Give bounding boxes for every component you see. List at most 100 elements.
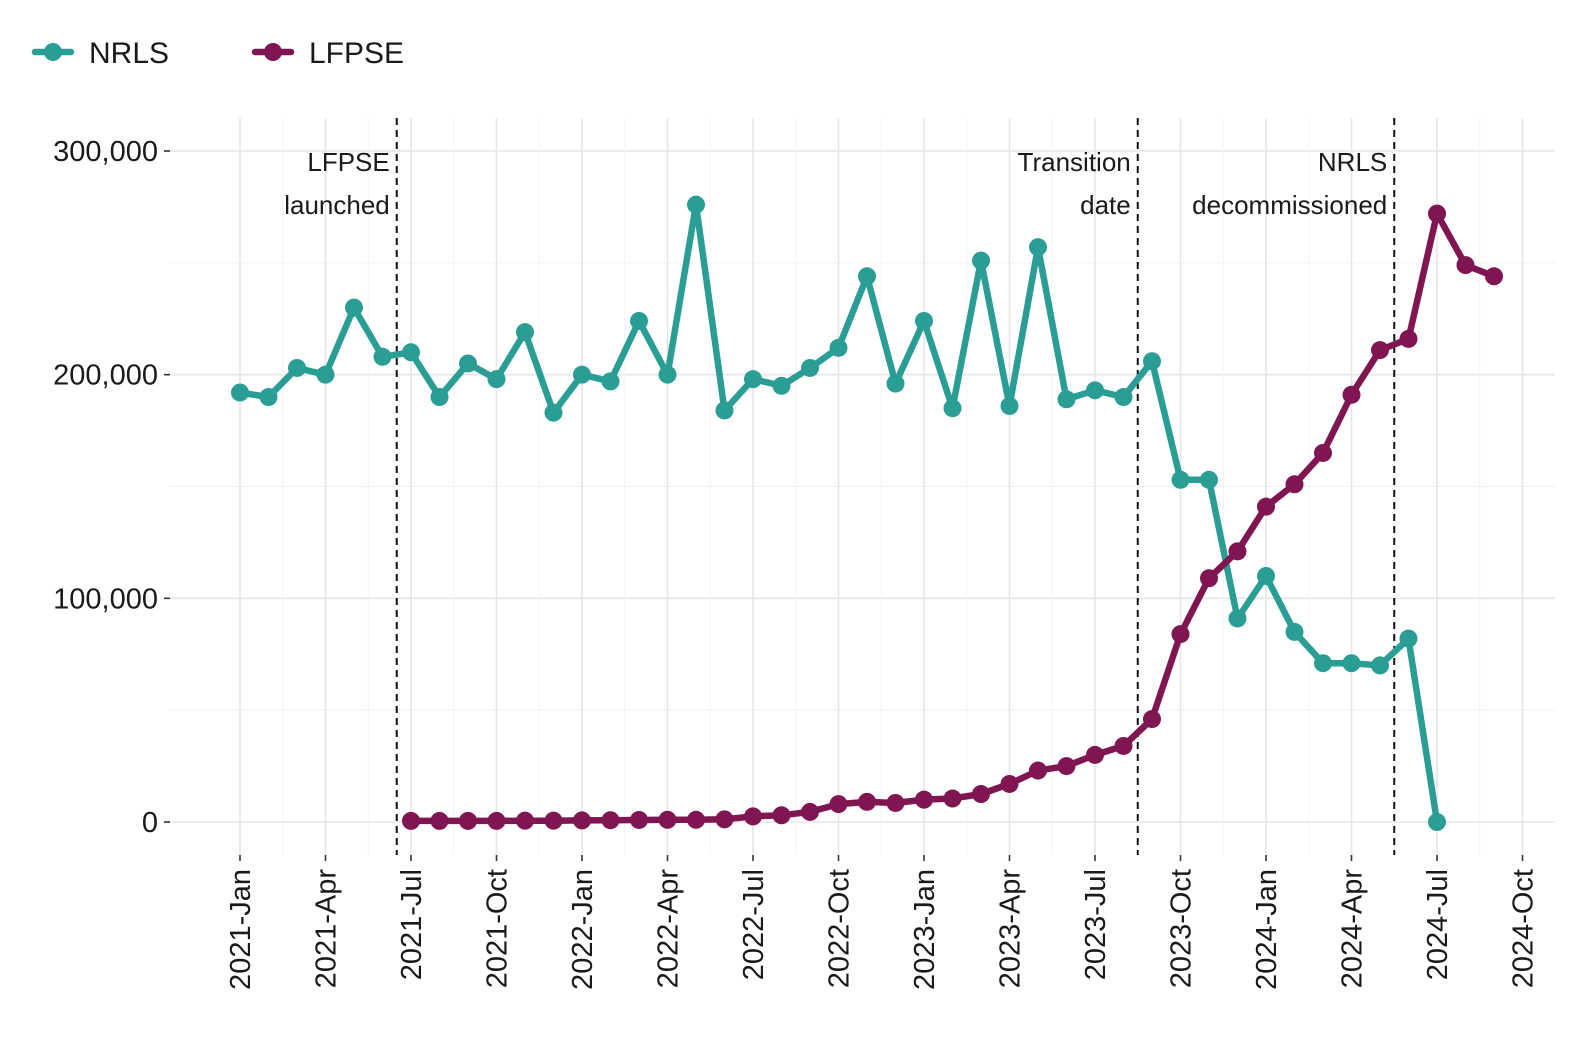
data-point-lfpse	[1000, 774, 1019, 793]
data-point-nrls	[630, 311, 648, 330]
data-point-lfpse	[1200, 569, 1218, 588]
data-point-nrls	[288, 358, 306, 377]
data-point-nrls	[687, 195, 705, 214]
x-tick-label: 2022-Jul	[738, 869, 770, 980]
data-point-nrls	[459, 354, 477, 373]
data-point-nrls	[1143, 352, 1161, 371]
x-tick-label: 2024-Oct	[1508, 869, 1540, 988]
data-point-nrls	[1257, 566, 1275, 585]
y-tick-label: 300,000	[53, 136, 158, 168]
data-point-lfpse	[516, 811, 534, 830]
data-point-nrls	[858, 267, 876, 286]
x-tick-label: 2021-Jul	[396, 869, 428, 980]
data-point-nrls	[259, 388, 278, 407]
annotation-label-launched: launched	[284, 190, 390, 220]
data-point-lfpse	[544, 811, 563, 830]
data-point-lfpse	[772, 806, 791, 825]
data-point-nrls	[943, 399, 962, 418]
data-point-lfpse	[943, 789, 962, 808]
data-point-lfpse	[1399, 329, 1418, 348]
x-tick-label: 2021-Apr	[311, 869, 343, 989]
data-point-lfpse	[573, 811, 591, 830]
y-tick-label: 100,000	[53, 583, 158, 615]
data-point-nrls	[1285, 622, 1304, 641]
data-point-lfpse	[1456, 256, 1475, 275]
data-point-lfpse	[402, 811, 420, 830]
data-point-lfpse	[801, 802, 819, 821]
data-point-lfpse	[430, 811, 449, 830]
data-point-nrls	[1057, 390, 1076, 409]
data-point-lfpse	[1086, 745, 1104, 764]
annotation-label-nrls: NRLS	[1318, 147, 1387, 177]
data-point-lfpse	[715, 810, 734, 829]
y-tick-label: 200,000	[53, 360, 158, 392]
data-point-lfpse	[459, 811, 477, 830]
data-point-lfpse	[687, 810, 705, 829]
annotation-label-date: date	[1080, 190, 1131, 220]
data-point-nrls	[1200, 470, 1218, 489]
data-point-lfpse	[1029, 761, 1047, 780]
data-point-nrls	[972, 251, 990, 270]
data-point-nrls	[744, 370, 762, 389]
data-point-nrls	[1228, 609, 1247, 628]
x-tick-label: 2023-Jan	[909, 869, 941, 990]
data-point-lfpse	[1371, 341, 1389, 360]
data-point-nrls	[1399, 629, 1418, 648]
x-tick-label: 2024-Apr	[1337, 869, 1369, 989]
legend: NRLS LFPSE	[31, 37, 404, 70]
data-point-lfpse	[1285, 475, 1304, 494]
data-point-nrls	[772, 376, 791, 395]
x-tick-label: 2023-Apr	[995, 869, 1027, 989]
data-point-nrls	[1029, 238, 1047, 257]
annotations: LFPSE launched Transition date NRLS decommiss…	[284, 147, 1387, 220]
data-point-lfpse	[1228, 542, 1247, 561]
data-point-nrls	[345, 298, 363, 317]
data-point-lfpse	[1314, 443, 1332, 462]
data-point-nrls	[487, 370, 506, 389]
data-point-nrls	[316, 365, 335, 384]
data-point-lfpse	[915, 790, 933, 809]
x-tick-label: 2024-Jan	[1251, 869, 1283, 990]
x-tick-label: 2021-Jan	[225, 869, 257, 990]
data-point-lfpse	[858, 792, 876, 811]
data-point-nrls	[231, 383, 249, 402]
data-point-nrls	[1371, 656, 1389, 675]
data-point-nrls	[886, 374, 905, 393]
data-point-lfpse	[601, 811, 620, 830]
data-point-nrls	[544, 403, 563, 422]
data-point-lfpse	[886, 793, 905, 812]
data-point-nrls	[1314, 654, 1332, 673]
x-tick-label: 2021-Oct	[482, 869, 514, 988]
data-point-lfpse	[1342, 385, 1361, 404]
data-point-nrls	[1000, 396, 1019, 415]
data-point-nrls	[829, 338, 848, 357]
x-tick-label: 2023-Jul	[1080, 869, 1112, 980]
data-point-lfpse	[1257, 497, 1275, 516]
x-tick-label: 2024-Jul	[1422, 869, 1454, 980]
data-point-lfpse	[1485, 267, 1503, 286]
data-point-lfpse	[972, 785, 990, 804]
data-point-nrls	[801, 358, 819, 377]
legend-key-point-nrls	[44, 43, 62, 61]
x-axis: 2021-Jan 2021-Apr 2021-Jul 2021-Oct 2022-Jan…	[225, 855, 1540, 990]
y-tick-label: 0	[142, 807, 158, 839]
data-point-nrls	[1114, 388, 1133, 407]
data-point-nrls	[915, 311, 933, 330]
data-point-nrls	[1428, 813, 1446, 831]
x-tick-label: 2023-Oct	[1166, 869, 1198, 988]
data-point-lfpse	[1143, 710, 1161, 729]
legend-label-lfpse: LFPSE	[309, 37, 404, 70]
series-line-lfpse	[407, 210, 1498, 825]
legend-label-nrls: NRLS	[89, 37, 169, 70]
x-tick-label: 2022-Jan	[567, 869, 599, 990]
data-point-nrls	[573, 365, 591, 384]
annotation-label-lfpse: LFPSE	[307, 147, 389, 177]
data-point-lfpse	[630, 810, 648, 829]
data-point-lfpse	[658, 810, 677, 829]
data-point-nrls	[373, 347, 392, 366]
data-point-nrls	[430, 388, 449, 407]
data-point-nrls	[715, 401, 734, 420]
data-point-lfpse	[1057, 757, 1076, 776]
